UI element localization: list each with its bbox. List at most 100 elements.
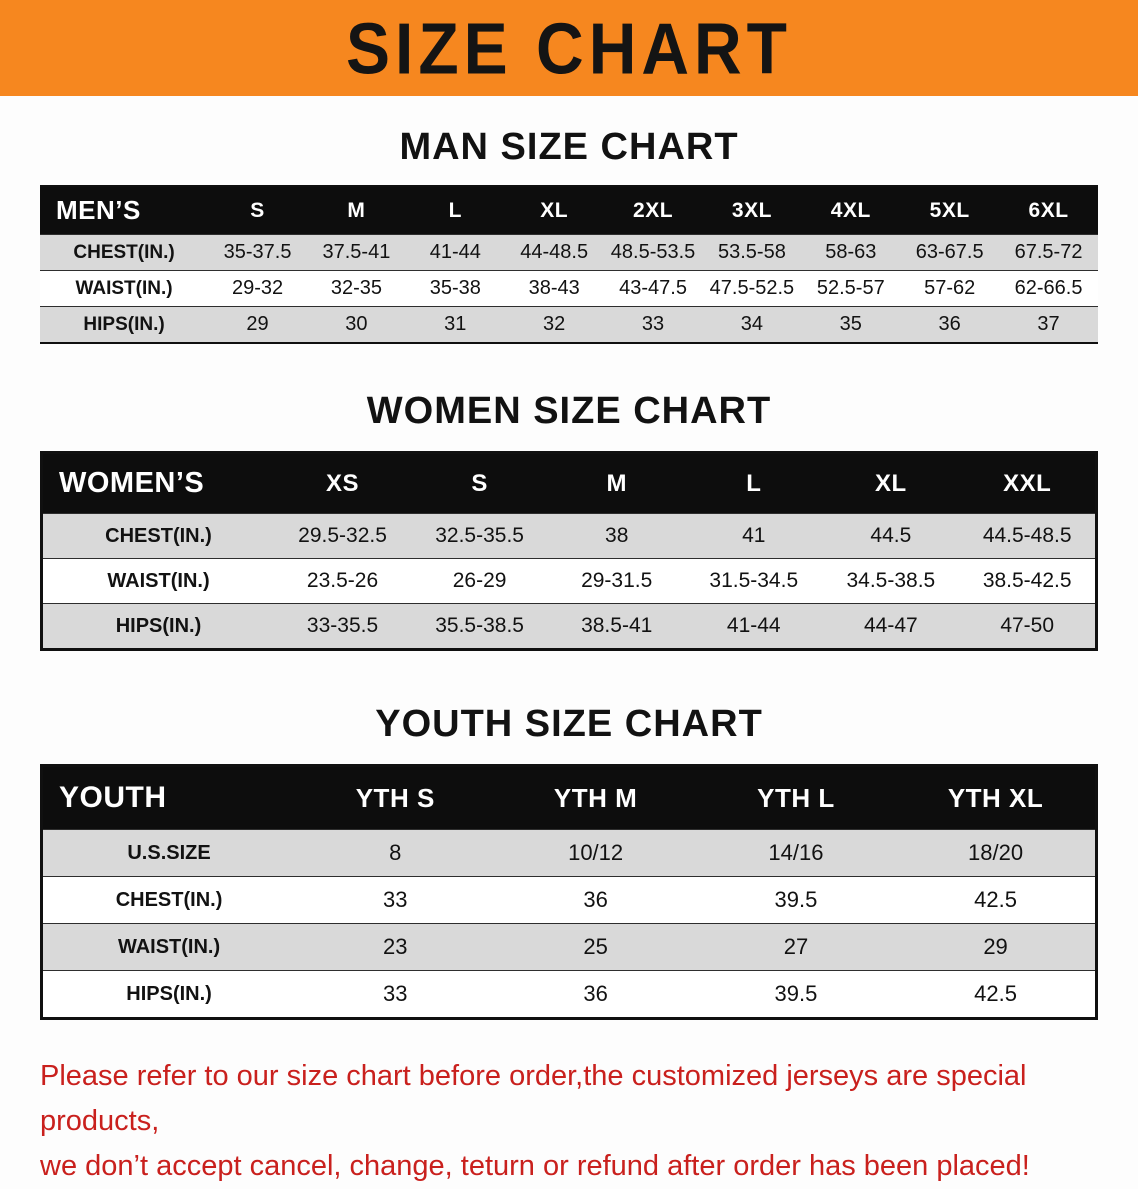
- page-title: SIZE CHART: [346, 7, 792, 89]
- size-header-cell: YTH L: [695, 765, 897, 830]
- size-header-cell: L: [685, 452, 823, 514]
- row-label-cell: WAIST(IN.): [40, 270, 209, 307]
- size-value-cell: 35: [801, 306, 901, 343]
- disclaimer-line-2: we don’t accept cancel, change, teturn o…: [40, 1149, 1030, 1182]
- size-header-cell: 4XL: [801, 186, 901, 235]
- table-title-cell: WOMEN’S: [41, 452, 274, 514]
- size-value-cell: 38.5-41: [548, 603, 686, 650]
- size-value-cell: 33-35.5: [274, 603, 412, 650]
- size-value-cell: 29-32: [208, 270, 307, 307]
- size-chart-banner: SIZE CHART: [0, 0, 1138, 96]
- size-value-cell: 63-67.5: [900, 234, 1000, 271]
- measurement-row: CHEST(IN.) 35-37.5 37.5-41 41-44 44-48.5 48.5…: [40, 234, 1098, 271]
- size-value-cell: 23.5-26: [274, 558, 412, 604]
- measurement-row: WAIST(IN.) 23 25 27 29: [41, 923, 1097, 971]
- size-value-cell: 38: [548, 513, 686, 559]
- size-header-cell: S: [208, 186, 307, 235]
- size-header-cell: 6XL: [999, 186, 1098, 235]
- size-header-row: YOUTH YTH S YTH M YTH L YTH XL: [41, 765, 1097, 830]
- size-value-cell: 35.5-38.5: [411, 603, 549, 650]
- row-label-cell: HIPS(IN.): [40, 306, 209, 343]
- size-header-cell: XL: [822, 452, 960, 514]
- size-header-cell: YTH S: [295, 765, 496, 830]
- size-value-cell: 29-31.5: [548, 558, 686, 604]
- size-value-cell: 44-47: [822, 603, 960, 650]
- size-value-cell: 32: [504, 306, 604, 343]
- size-value-cell: 29: [208, 306, 307, 343]
- size-value-cell: 36: [495, 876, 696, 924]
- size-header-row: WOMEN’S XS S M L XL XXL: [41, 452, 1097, 514]
- row-label-cell: WAIST(IN.): [41, 923, 296, 971]
- size-value-cell: 35-38: [405, 270, 505, 307]
- size-value-cell: 26-29: [411, 558, 549, 604]
- row-label-cell: WAIST(IN.): [41, 558, 274, 604]
- size-value-cell: 57-62: [900, 270, 1000, 307]
- youth-section-heading: YOUTH SIZE CHART: [375, 703, 763, 745]
- size-value-cell: 58-63: [801, 234, 901, 271]
- size-value-cell: 34: [702, 306, 802, 343]
- size-value-cell: 42.5: [896, 970, 1097, 1019]
- size-value-cell: 27: [695, 923, 897, 971]
- size-value-cell: 47-50: [959, 603, 1097, 650]
- size-header-row: MEN’S S M L XL 2XL 3XL 4XL 5XL 6XL: [40, 186, 1098, 235]
- size-value-cell: 41-44: [685, 603, 823, 650]
- size-value-cell: 8: [295, 829, 496, 877]
- table-title-cell: YOUTH: [41, 765, 296, 830]
- size-header-cell: L: [405, 186, 505, 235]
- size-value-cell: 32-35: [306, 270, 406, 307]
- table-title-cell: MEN’S: [40, 186, 209, 235]
- size-value-cell: 37: [999, 306, 1098, 343]
- measurement-row: HIPS(IN.) 33-35.5 35.5-38.5 38.5-41 41-44 44-…: [41, 603, 1097, 650]
- size-value-cell: 53.5-58: [702, 234, 802, 271]
- size-value-cell: 36: [495, 970, 696, 1019]
- size-header-cell: XL: [504, 186, 604, 235]
- size-value-cell: 44.5-48.5: [959, 513, 1097, 559]
- men-size-table: MEN’S S M L XL 2XL 3XL 4XL 5XL 6XL CHEST(IN.) 35-37…: [40, 185, 1098, 344]
- row-label-cell: CHEST(IN.): [41, 876, 296, 924]
- size-header-cell: M: [548, 452, 686, 514]
- size-value-cell: 36: [900, 306, 1000, 343]
- size-value-cell: 30: [306, 306, 406, 343]
- size-header-cell: XS: [274, 452, 412, 514]
- size-value-cell: 43-47.5: [603, 270, 703, 307]
- size-header-cell: M: [306, 186, 406, 235]
- measurement-row: WAIST(IN.) 23.5-26 26-29 29-31.5 31.5-34.5 34…: [41, 558, 1097, 604]
- size-value-cell: 35-37.5: [208, 234, 307, 271]
- size-value-cell: 33: [603, 306, 703, 343]
- size-value-cell: 41: [685, 513, 823, 559]
- row-label-cell: U.S.SIZE: [41, 829, 296, 877]
- youth-size-table: YOUTH YTH S YTH M YTH L YTH XL U.S.SIZE 8 10/12…: [40, 764, 1098, 1020]
- row-label-cell: HIPS(IN.): [41, 970, 296, 1019]
- size-value-cell: 39.5: [695, 970, 897, 1019]
- measurement-row: WAIST(IN.) 29-32 32-35 35-38 38-43 43-47.5 47.…: [40, 270, 1098, 307]
- size-header-cell: 5XL: [900, 186, 1000, 235]
- measurement-row: HIPS(IN.) 33 36 39.5 42.5: [41, 970, 1097, 1019]
- measurement-row: HIPS(IN.) 29 30 31 32 33 34 35 36 37: [40, 306, 1098, 343]
- size-value-cell: 47.5-52.5: [702, 270, 802, 307]
- size-value-cell: 38.5-42.5: [959, 558, 1097, 604]
- size-value-cell: 33: [295, 876, 496, 924]
- women-section-heading: WOMEN SIZE CHART: [366, 390, 772, 432]
- size-value-cell: 52.5-57: [801, 270, 901, 307]
- size-value-cell: 31.5-34.5: [685, 558, 823, 604]
- size-value-cell: 67.5-72: [999, 234, 1098, 271]
- size-header-cell: YTH XL: [896, 765, 1097, 830]
- size-value-cell: 10/12: [495, 829, 696, 877]
- youth-size-section: YOUTH SIZE CHART YOUTH YTH S YTH M YTH L YTH…: [0, 703, 1138, 1020]
- size-header-cell: XXL: [959, 452, 1097, 514]
- size-value-cell: 41-44: [405, 234, 505, 271]
- size-value-cell: 23: [295, 923, 496, 971]
- size-value-cell: 48.5-53.5: [603, 234, 703, 271]
- size-value-cell: 34.5-38.5: [822, 558, 960, 604]
- size-value-cell: 33: [295, 970, 496, 1019]
- size-value-cell: 18/20: [896, 829, 1097, 877]
- men-section-heading: MAN SIZE CHART: [399, 126, 739, 168]
- size-value-cell: 14/16: [695, 829, 897, 877]
- size-header-cell: 3XL: [702, 186, 802, 235]
- size-value-cell: 32.5-35.5: [411, 513, 549, 559]
- size-header-cell: 2XL: [603, 186, 703, 235]
- size-value-cell: 62-66.5: [999, 270, 1098, 307]
- size-value-cell: 44.5: [822, 513, 960, 559]
- row-label-cell: CHEST(IN.): [41, 513, 274, 559]
